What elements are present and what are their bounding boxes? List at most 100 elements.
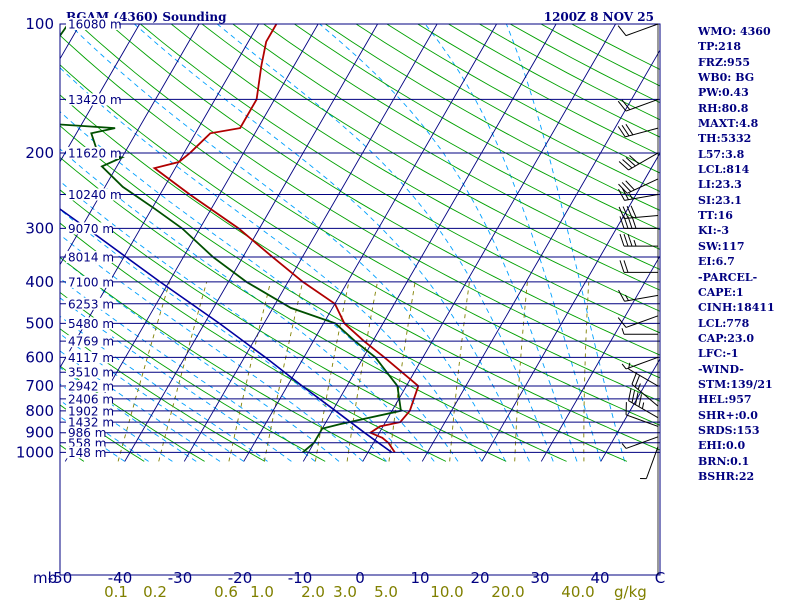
- moist-adiabat-line: [60, 333, 245, 462]
- height-label-background: [66, 379, 112, 392]
- dry-adiabat-line: [60, 189, 507, 462]
- dry-adiabat-line: [60, 328, 266, 462]
- mixing-ratio-line: [263, 281, 304, 462]
- height-label: 1902 m: [68, 404, 114, 418]
- wind-barb: [618, 188, 659, 201]
- wind-barb-flag: [631, 390, 636, 403]
- wind-barb-flag: [618, 206, 625, 219]
- mixing-ratio-label: 20.0: [491, 583, 524, 600]
- wind-barb-staff: [624, 294, 659, 302]
- wind-barb-half-flag: [621, 363, 627, 370]
- wind-barb: [619, 233, 658, 247]
- wind-barb-flag: [621, 182, 632, 192]
- isotherm-line: [481, 152, 660, 462]
- wind-barb-flag: [631, 372, 638, 385]
- wind-barb-half-flag: [621, 443, 627, 449]
- height-label-background: [66, 222, 112, 235]
- pressure-label: 900: [25, 424, 54, 442]
- mixing-ratio-line: [346, 281, 378, 462]
- pressure-label: 1000: [16, 443, 54, 461]
- dry-adiabat-line: [232, 24, 660, 271]
- mixing-ratio-label: 1.0: [250, 583, 274, 600]
- index-row: LI:23.3: [698, 178, 742, 192]
- height-label: 10240 m: [68, 188, 122, 202]
- temperature-tick-label: 30: [530, 569, 549, 587]
- isotherm-line: [302, 24, 557, 462]
- index-row: LCL:814: [698, 163, 750, 177]
- index-row: RH:80.8: [698, 101, 749, 115]
- index-row: CAP:23.0: [698, 331, 755, 345]
- index-row: WB0: BG: [698, 71, 755, 85]
- mixing-ratio-label: 3.0: [333, 583, 357, 600]
- temperature-tick-label: C: [655, 569, 665, 587]
- moist-adiabat-line: [216, 24, 554, 462]
- wind-barb-staff: [628, 152, 659, 171]
- wind-barb-half-flag: [633, 239, 637, 247]
- isotherm-line: [183, 24, 438, 462]
- height-label-background: [66, 335, 112, 348]
- height-label-background: [66, 146, 119, 159]
- wind-barb-flag: [628, 388, 632, 401]
- pressure-label: 500: [25, 314, 54, 332]
- pressure-label: 700: [25, 377, 54, 395]
- height-label: 7100 m: [68, 275, 114, 289]
- index-row: PW:0.43: [698, 86, 749, 100]
- mixing-ratio-label: 0.1: [104, 583, 128, 600]
- stability-index-panel: WMO: 4360 TP:218 FRZ:955 WB0: BG PW:0.43 RH:8…: [698, 24, 798, 484]
- wind-barb-flag: [630, 205, 637, 218]
- moist-adiabat-line: [60, 315, 268, 462]
- height-label: 9070 m: [68, 222, 114, 236]
- height-label: 13420 m: [68, 93, 122, 107]
- wind-barb-flag: [631, 216, 637, 229]
- index-row: -WIND-: [698, 362, 744, 376]
- observation-time: 1200Z 8 NOV 25: [544, 10, 654, 24]
- index-row: SRDS:153: [698, 423, 760, 437]
- height-label-background: [66, 297, 112, 310]
- height-label-background: [66, 93, 119, 106]
- wind-barb-flag: [622, 206, 629, 219]
- height-label: 1432 m: [68, 416, 114, 430]
- pressure-label: 200: [25, 144, 54, 162]
- wind-barb-staff: [625, 23, 659, 37]
- mixing-ratio-line: [228, 281, 272, 462]
- wind-barb-staff: [626, 178, 659, 194]
- height-label-background: [66, 392, 112, 405]
- dry-adiabat-line: [60, 64, 660, 426]
- wind-barb-flag: [619, 216, 625, 229]
- wind-barb-flag: [617, 25, 627, 36]
- temperature-tick-label: 10: [410, 569, 429, 587]
- pressure-label: 300: [25, 219, 54, 237]
- dry-adiabat-line: [60, 156, 567, 462]
- temperature-tick-label: -30: [168, 569, 193, 587]
- pressure-label: 400: [25, 273, 54, 291]
- index-row: BSHR:22: [698, 469, 755, 483]
- mixing-ratio-line: [449, 281, 470, 462]
- moist-adiabat-line: [60, 277, 316, 462]
- wind-barb-flag: [618, 189, 625, 201]
- wind-barb-staff: [628, 400, 659, 419]
- wind-barb-flag: [634, 392, 639, 405]
- index-row: TP:218: [698, 40, 742, 54]
- height-label-background: [66, 446, 105, 459]
- wind-barb: [618, 152, 659, 171]
- pressure-label: 800: [25, 402, 54, 420]
- wind-barb: [628, 362, 659, 387]
- plot-area: [60, 24, 660, 462]
- temperature-tick-label: 20: [470, 569, 489, 587]
- isotherm-line: [600, 358, 660, 462]
- moist-adiabat-line: [319, 24, 578, 462]
- index-row: STM:139/21: [698, 377, 773, 391]
- height-label: 986 m: [68, 426, 106, 440]
- moist-adiabat-line: [60, 297, 292, 462]
- moist-adiabat-line: [60, 256, 340, 462]
- dry-adiabat-line: [60, 94, 660, 451]
- moist-adiabat-line: [60, 350, 221, 462]
- wind-barb-flag: [618, 161, 629, 171]
- pressure-unit-label: mb: [33, 569, 57, 587]
- wind-barb-flag: [621, 99, 631, 111]
- height-label-background: [66, 275, 112, 288]
- index-row: CINH:18411: [698, 301, 775, 315]
- height-label-background: [66, 416, 112, 429]
